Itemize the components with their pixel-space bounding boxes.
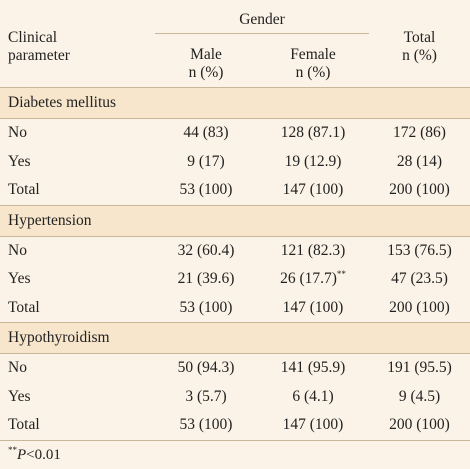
male-header: Male n (%) [188,45,224,81]
section-title: Hypothyroidism [0,322,470,354]
row-label: Yes [8,270,31,288]
clinical-parameter-header: Clinical parameter [8,28,70,64]
row-label: No [8,359,27,377]
female-cell: 128 (87.1) [280,124,346,142]
table-row: Yes 3 (5.7) 6 (4.1) 9 (4.5) [0,383,470,412]
table-row: No 50 (94.3) 141 (95.9) 191 (95.5) [0,354,470,383]
male-cell: 9 (17) [187,152,225,170]
gender-header: Gender [155,0,369,34]
section-row: Hypertension [0,204,470,237]
row-label: Yes [8,387,31,405]
footnote-p: P [17,446,27,463]
male-cell: 32 (60.4) [177,241,235,259]
female-cell: 26 (17.7)** [257,265,369,294]
row-label: No [8,124,27,142]
section-title: Diabetes mellitus [0,87,470,119]
female-cell: 147 (100) [282,416,344,434]
male-cell: 44 (83) [183,124,229,142]
total-cell: 200 (100) [389,298,450,316]
section-title: Hypertension [0,204,470,237]
total-cell: 9 (4.5) [398,387,441,405]
row-label: Yes [8,152,31,170]
row-label: Total [8,416,40,434]
female-cell: 6 (4.1) [292,387,334,405]
row-label: Total [8,181,40,199]
row-label: No [8,241,27,259]
total-cell: 172 (86) [393,124,446,142]
footnote: **P<0.01 [0,439,470,469]
table-row: Total 53 (100) 147 (100) 200 (100) [0,411,470,440]
row-label: Total [8,298,40,316]
total-cell: 191 (95.5) [387,359,452,377]
male-cell: 53 (100) [179,416,233,434]
total-cell: 200 (100) [389,181,450,199]
total-cell: 28 (14) [396,152,443,170]
table-row: Total 53 (100) 147 (100) 200 (100) [0,176,470,205]
table-row: Yes 9 (17) 19 (12.9) 28 (14) [0,148,470,177]
male-cell: 53 (100) [179,298,233,316]
footnote-threshold: <0.01 [26,446,61,463]
male-cell: 3 (5.7) [185,387,227,405]
total-header: Total n (%) [402,28,437,64]
female-header: Female n (%) [290,45,336,81]
male-cell: 53 (100) [179,181,233,199]
table-row: Total 53 (100) 147 (100) 200 (100) [0,294,470,323]
footnote-row: **P<0.01 [0,439,470,469]
total-cell: 47 (23.5) [391,270,448,288]
significance-marker: ** [336,269,346,280]
female-value: 26 (17.7) [280,270,337,288]
section-row: Hypothyroidism [0,322,470,354]
total-cell: 200 (100) [389,416,450,434]
male-cell: 21 (39.6) [177,270,235,288]
total-cell: 153 (76.5) [387,241,452,259]
section-row: Diabetes mellitus [0,87,470,119]
table-row: No 44 (83) 128 (87.1) 172 (86) [0,119,470,148]
male-cell: 50 (94.3) [177,359,235,377]
table-row: No 32 (60.4) 121 (82.3) 153 (76.5) [0,236,470,265]
female-cell: 141 (95.9) [280,359,346,377]
female-cell: 147 (100) [282,298,344,316]
female-cell: 147 (100) [282,181,344,199]
table-row: Yes 21 (39.6) 26 (17.7)** 47 (23.5) [0,265,470,294]
footnote-marker: ** [8,444,17,455]
female-cell: 121 (82.3) [280,241,346,259]
header-row-1: Clinical parameter Gender Total n (%) [0,0,470,64]
female-cell: 19 (12.9) [284,152,342,170]
header-row-2: Male n (%) Female n (%) [0,34,470,88]
